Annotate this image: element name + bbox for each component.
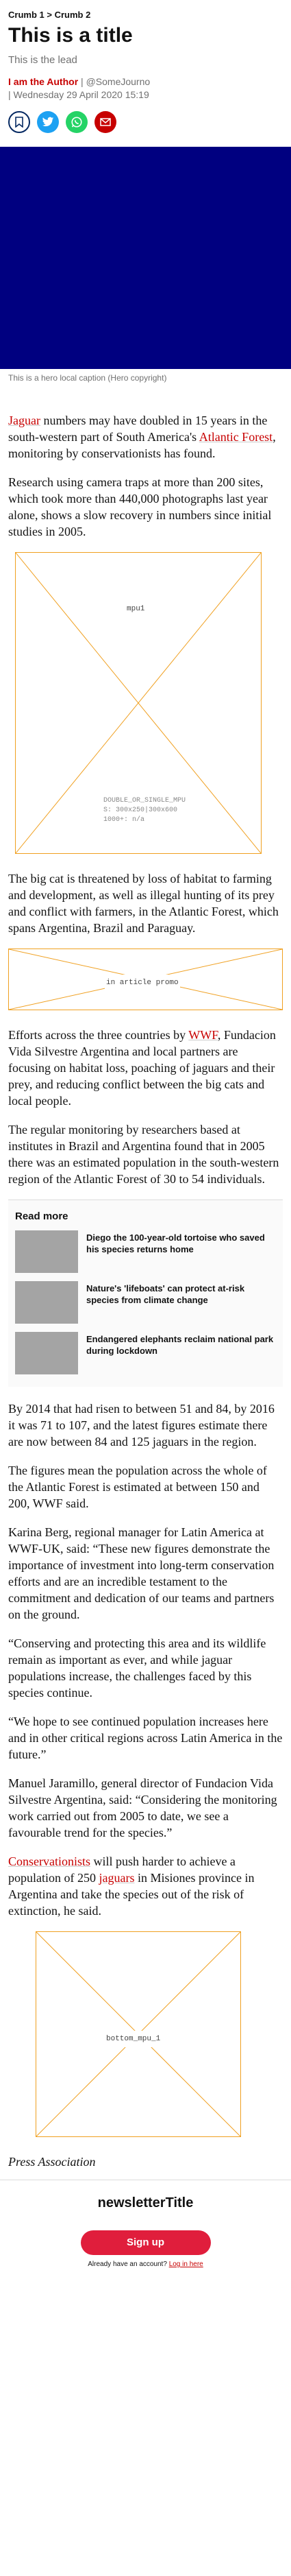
paragraph: Efforts across the three countries by WW… — [8, 1027, 283, 1109]
byline: I am the Author | @SomeJourno | Wednesda… — [0, 66, 291, 102]
hero-image — [0, 147, 291, 369]
read-more-item[interactable]: Endangered elephants reclaim national pa… — [8, 1332, 283, 1383]
inline-link-jaguars[interactable]: jaguars — [99, 1871, 135, 1885]
read-more-thumbnail — [15, 1230, 78, 1273]
author-link[interactable]: I am the Author — [8, 76, 79, 87]
read-more-item[interactable]: Nature's 'lifeboats' can protect at-risk… — [8, 1281, 283, 1332]
read-more-thumbnail — [15, 1281, 78, 1324]
whatsapp-share-button[interactable] — [66, 111, 88, 133]
ad-slot-in-article-promo: in article promo — [8, 949, 283, 1010]
article-lead: This is the lead — [8, 54, 77, 66]
paragraph-text: will push harder to achieve a population… — [8, 1855, 236, 1885]
page-title: This is a title — [8, 24, 133, 47]
share-bar — [0, 102, 291, 133]
paragraph-text: , Fundacion Vida Silvestre Argentina and… — [8, 1028, 276, 1108]
paragraph-text: in Misiones province in Argentina and ta… — [8, 1871, 255, 1918]
read-more-headline: Nature's 'lifeboats' can protect at-risk… — [86, 1283, 245, 1305]
inline-link-jaguar[interactable]: Jaguar — [8, 414, 40, 427]
paragraph: Jaguar numbers may have doubled in 15 ye… — [8, 412, 283, 462]
ad-sublabel: S: 300x250|300x600 — [103, 807, 178, 814]
ad-label: in article promo — [105, 975, 180, 991]
paragraph-text: numbers may have doubled in 15 years in … — [8, 414, 268, 444]
byline-divider: | — [81, 76, 84, 87]
paragraph-text: , monitoring by conservationists has fou… — [8, 430, 276, 460]
paragraph: The regular monitoring by researchers ba… — [8, 1123, 279, 1186]
paragraph-text: Efforts across the three countries by — [8, 1028, 189, 1042]
inline-link-conservationists[interactable]: Conservationists — [8, 1855, 90, 1868]
ad-label: mpu1 — [125, 601, 147, 617]
ad-sublabel: DOUBLE_OR_SINGLE_MPU — [103, 797, 186, 804]
read-more-thumbnail — [15, 1332, 78, 1374]
breadcrumb-separator: > — [47, 10, 52, 20]
read-more-headline: Diego the 100-year-old tortoise who save… — [86, 1232, 265, 1254]
article-credit: Press Association — [8, 2155, 96, 2169]
breadcrumb-item-2[interactable]: Crumb 2 — [54, 10, 91, 20]
byline-divider: | — [8, 89, 11, 100]
paragraph: Karina Berg, regional manager for Latin … — [8, 1525, 275, 1621]
read-more-item[interactable]: Diego the 100-year-old tortoise who save… — [8, 1230, 283, 1281]
hero-caption: This is a hero local caption (Hero copyr… — [8, 373, 167, 383]
sign-up-button[interactable]: Sign up — [80, 2230, 211, 2255]
newsletter-signup: newsletterTitle Sign up Already have an … — [0, 2180, 291, 2282]
paragraph: “Conserving and protecting this area and… — [8, 1636, 266, 1700]
login-prompt: Already have an account? Log in here — [0, 2261, 291, 2268]
bookmark-button[interactable] — [8, 111, 30, 133]
email-share-button[interactable] — [94, 111, 116, 133]
login-prefix: Already have an account? — [88, 2261, 167, 2268]
inline-link-wwf[interactable]: WWF — [188, 1028, 218, 1042]
ad-label: bottom_mpu_1 — [105, 2031, 162, 2047]
article-page: Crumb 1 > Crumb 2 This is a title This i… — [0, 0, 291, 2282]
paragraph: Conservationists will push harder to ach… — [8, 1853, 283, 1919]
email-icon — [100, 118, 111, 126]
twitter-icon — [42, 117, 54, 127]
paragraph: “We hope to see continued population inc… — [8, 1715, 283, 1761]
breadcrumb-item-1[interactable]: Crumb 1 — [8, 10, 45, 20]
inline-link-atlantic-forest[interactable]: Atlantic Forest — [199, 430, 273, 444]
author-handle[interactable]: @SomeJourno — [86, 76, 151, 87]
ad-slot-mpu1: mpu1 DOUBLE_OR_SINGLE_MPU S: 300x250|300… — [15, 552, 262, 854]
paragraph: The big cat is threatened by loss of hab… — [8, 872, 279, 935]
login-link[interactable]: Log in here — [168, 2261, 203, 2268]
whatsapp-icon — [71, 117, 82, 128]
breadcrumb: Crumb 1 > Crumb 2 — [0, 0, 291, 24]
placeholder-cross — [16, 553, 261, 853]
publish-date: Wednesday 29 April 2020 15:19 — [13, 89, 149, 100]
paragraph: The figures mean the population across t… — [8, 1464, 267, 1510]
read-more-headline: Endangered elephants reclaim national pa… — [86, 1334, 274, 1356]
paragraph: By 2014 that had risen to between 51 and… — [8, 1402, 275, 1448]
paragraph: Manuel Jaramillo, general director of Fu… — [8, 1776, 277, 1839]
paragraph: Research using camera traps at more than… — [8, 475, 272, 538]
read-more-heading: Read more — [15, 1211, 68, 1222]
bookmark-icon — [15, 117, 23, 128]
article-body: Jaguar numbers may have doubled in 15 ye… — [0, 383, 291, 2170]
newsletter-title: newsletterTitle — [97, 2195, 194, 2210]
ad-sublabel: 1000+: n/a — [103, 816, 145, 824]
read-more-box: Read more Diego the 100-year-old tortois… — [8, 1200, 283, 1387]
twitter-share-button[interactable] — [37, 111, 59, 133]
ad-slot-bottom-mpu: bottom_mpu_1 — [36, 1931, 241, 2137]
